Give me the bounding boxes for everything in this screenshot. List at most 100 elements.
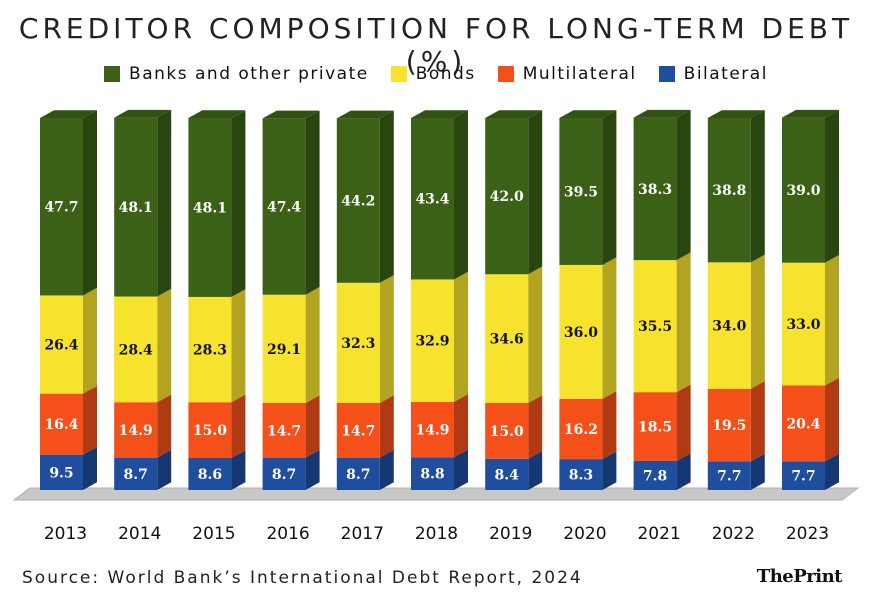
bar-side-bilateral-2018 [454, 449, 468, 490]
bar-bilateral-2023 [782, 461, 825, 490]
bar-bonds-2021 [633, 260, 677, 393]
bar-side-bilateral-2017 [379, 449, 394, 490]
bar-side-banks-2023 [825, 109, 839, 263]
theprint-logo: ThePrint [756, 566, 843, 587]
bar-banks-2022 [707, 118, 751, 263]
bar-side-banks-2020 [602, 110, 617, 265]
bar-bilateral-2017 [336, 457, 380, 490]
data-label-bilateral-2014: 8.7 [124, 467, 148, 483]
data-label-bonds-2018: 32.9 [415, 334, 449, 350]
data-label-multilateral-2016: 14.7 [267, 423, 301, 439]
bar-bilateral-2021 [633, 460, 677, 490]
x-tick-label-2023: 2023 [786, 524, 829, 544]
legend-item-bonds: Bonds [390, 64, 476, 84]
x-tick-label-2021: 2021 [637, 524, 680, 544]
bar-side-bonds-2020 [602, 257, 617, 399]
legend-label-banks: Banks and other private [129, 64, 369, 84]
bar-multilateral-2015 [188, 402, 232, 459]
data-label-bonds-2013: 26.4 [44, 338, 78, 354]
data-label-bonds-2020: 36.0 [564, 325, 598, 341]
bar-top-2015 [188, 110, 246, 118]
bar-side-bonds-2023 [825, 255, 839, 386]
bar-side-bonds-2022 [750, 254, 765, 389]
bar-side-multilateral-2014 [157, 394, 172, 458]
data-label-bonds-2015: 28.3 [193, 343, 227, 359]
legend-item-bilateral: Bilateral [658, 64, 768, 84]
bar-banks-2017 [336, 118, 380, 283]
data-label-banks-2021: 38.3 [638, 182, 672, 198]
data-label-bilateral-2020: 8.3 [569, 468, 593, 484]
bar-multilateral-2017 [336, 402, 380, 458]
x-tick-label-2022: 2022 [712, 524, 755, 544]
x-tick-label-2017: 2017 [341, 524, 384, 544]
data-label-bonds-2016: 29.1 [267, 342, 301, 358]
bar-top-2020 [559, 110, 617, 118]
bar-bilateral-2018 [411, 457, 454, 490]
data-label-bilateral-2019: 8.4 [495, 467, 520, 483]
bar-side-bilateral-2014 [157, 449, 172, 490]
bar-side-banks-2022 [750, 110, 765, 263]
legend-label-bilateral: Bilateral [683, 64, 768, 84]
bar-banks-2023 [782, 117, 825, 263]
data-label-banks-2023: 39.0 [786, 183, 820, 199]
bar-side-multilateral-2017 [379, 395, 394, 458]
x-tick-label-2015: 2015 [192, 524, 235, 544]
bar-side-banks-2021 [676, 109, 691, 261]
data-label-multilateral-2018: 14.9 [415, 423, 449, 439]
data-label-bonds-2023: 33.0 [786, 317, 820, 333]
legend-item-banks: Banks and other private [104, 64, 369, 84]
bar-banks-2018 [411, 118, 454, 280]
data-label-bilateral-2021: 7.8 [643, 468, 667, 484]
bar-multilateral-2018 [411, 401, 454, 458]
data-label-banks-2020: 39.5 [564, 184, 598, 200]
bar-side-multilateral-2016 [305, 395, 320, 458]
bar-top-2022 [707, 110, 765, 118]
bar-bilateral-2019 [485, 458, 529, 490]
bar-side-banks-2015 [231, 110, 246, 297]
x-tick-label-2016: 2016 [266, 524, 309, 544]
bar-bonds-2015 [188, 296, 232, 403]
legend-swatch-multilateral [497, 66, 514, 82]
data-label-multilateral-2015: 15.0 [193, 423, 227, 439]
bar-side-bonds-2018 [454, 271, 468, 402]
data-label-multilateral-2013: 16.4 [44, 417, 78, 433]
source-note: Source: World Bank’s International Debt … [22, 568, 583, 588]
data-label-multilateral-2023: 20.4 [786, 416, 820, 432]
data-label-bonds-2014: 28.4 [119, 342, 153, 358]
bar-bonds-2014 [114, 296, 158, 403]
bar-side-banks-2017 [379, 110, 394, 283]
bar-top-2014 [114, 109, 172, 118]
bar-side-bilateral-2019 [528, 451, 543, 490]
data-label-bonds-2022: 34.0 [712, 319, 746, 335]
data-label-banks-2013: 47.7 [44, 200, 78, 216]
bar-side-bilateral-2022 [750, 453, 765, 490]
bar-top-2019 [485, 110, 543, 118]
bar-side-bonds-2013 [83, 287, 97, 394]
bar-top-2017 [336, 110, 394, 119]
bar-bonds-2023 [782, 262, 825, 386]
bar-multilateral-2023 [782, 385, 825, 462]
data-label-bilateral-2017: 8.7 [346, 467, 370, 483]
bar-top-2021 [633, 109, 691, 118]
data-label-banks-2014: 48.1 [119, 200, 153, 216]
chart-title: CREDITOR COMPOSITION FOR LONG-TERM DEBT … [18, 12, 854, 78]
bar-side-bonds-2019 [528, 266, 543, 403]
data-label-bilateral-2022: 7.7 [717, 469, 741, 485]
x-tick-label-2020: 2020 [563, 524, 606, 544]
bar-banks-2019 [485, 118, 529, 275]
bar-side-bilateral-2020 [602, 451, 617, 490]
x-tick-label-2014: 2014 [118, 524, 161, 544]
bar-bonds-2022 [707, 262, 751, 389]
data-label-banks-2015: 48.1 [193, 200, 227, 216]
bar-side-bonds-2021 [676, 252, 691, 393]
data-label-banks-2022: 38.8 [712, 183, 746, 199]
data-label-bilateral-2016: 8.7 [272, 467, 296, 483]
bar-side-banks-2018 [454, 110, 468, 280]
x-tick-label-2013: 2013 [44, 524, 87, 544]
bar-multilateral-2013 [40, 393, 83, 455]
chart-floor [12, 487, 860, 501]
data-label-bonds-2019: 34.6 [490, 332, 524, 348]
bar-banks-2015 [188, 118, 232, 297]
bar-banks-2020 [559, 118, 603, 265]
